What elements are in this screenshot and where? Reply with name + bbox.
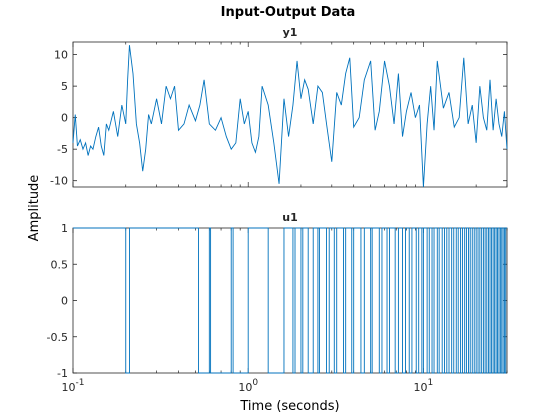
y1-series-line: [72, 45, 508, 188]
x-tick-label-exponent: 0: [252, 378, 258, 388]
x-tick-label-exponent: -1: [76, 378, 85, 388]
y-tick-label: 1: [61, 222, 68, 235]
x-tick-label-base: 10: [238, 381, 252, 394]
axes-u1-subtitle: u1: [282, 211, 298, 224]
x-tick-label: 101: [414, 378, 434, 394]
x-tick-label: 100: [238, 378, 258, 394]
axes-y1-ticks: -10 -5 0 5 10: [50, 42, 508, 188]
y-tick-label: 0: [61, 295, 68, 308]
axes-u1-frame: [72, 227, 508, 374]
y-tick-label: 5: [61, 80, 68, 93]
y-tick-label: 10: [54, 49, 68, 62]
y-tick-label: 0: [61, 112, 68, 125]
x-axis-label: Time (seconds): [239, 399, 339, 414]
y-tick-label: -10: [50, 175, 68, 188]
x-tick-label-exponent: 1: [428, 378, 434, 388]
u1-series-line: [73, 227, 507, 374]
axes-y1-subtitle: y1: [283, 26, 298, 39]
y-tick-label: 0.5: [51, 258, 69, 271]
y-tick-label: -1: [57, 367, 68, 380]
x-tick-label-base: 10: [62, 381, 76, 394]
axes-y1: y1 -10 -5 0 5 10: [50, 26, 508, 188]
y-tick-label: -0.5: [47, 331, 68, 344]
axes-y1-frame: [72, 41, 508, 188]
x-tick-label-base: 10: [414, 381, 428, 394]
figure-title: Input-Output Data: [221, 5, 356, 20]
y-tick-label: -5: [57, 143, 68, 156]
x-tick-label: 10-1: [62, 378, 85, 394]
y-axis-label: Amplitude: [27, 175, 42, 242]
